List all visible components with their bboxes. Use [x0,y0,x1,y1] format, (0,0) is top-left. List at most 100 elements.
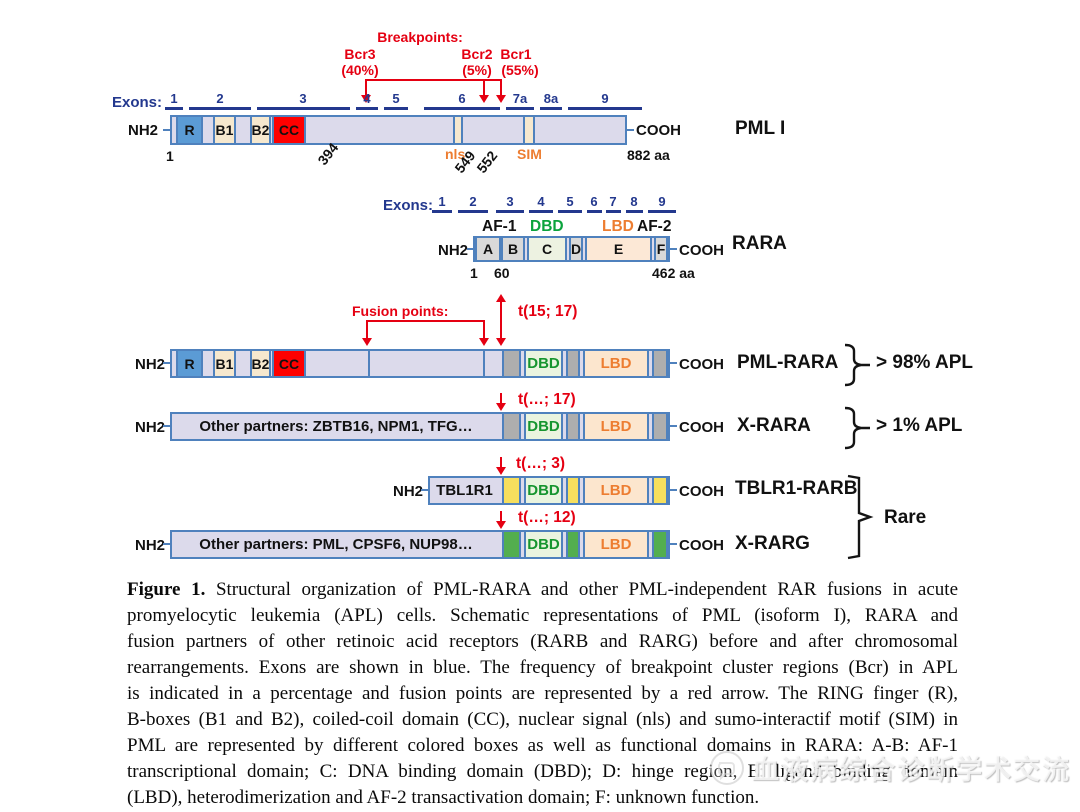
bcr2-label: Bcr2 [461,46,493,62]
bcr1-label: Bcr1 [500,46,532,62]
xrara-name: X-RARA [737,415,811,436]
connector-box [652,476,668,505]
rara-pos-462: 462 aa [652,265,695,281]
pml-nls-label: nls [445,146,466,162]
pml1-title: PML I [735,118,786,139]
bcr3-freq: (40%) [341,62,379,78]
pml-pos-882: 882 aa [627,147,670,163]
caption-figure-label: Figure 1. [127,579,206,600]
rara-box-a: A [475,236,501,262]
pml-exon-4: 4 [363,91,371,106]
xrara-arrow-icon [496,403,506,411]
fusion-points-label: Fusion points: [352,303,449,319]
pml-exon-7a: 7a [512,91,528,106]
connector-dash [421,489,428,491]
xrara-dbd-domain: DBD [524,412,563,441]
rara-box-f: F [654,236,668,262]
t1517-label: t(15; 17) [518,303,578,320]
t1517-arrow-down-icon [496,338,506,346]
fusion-arrow-right-line [483,320,485,339]
rara-exon-6: 6 [590,194,598,209]
pmlrara-protein-bar: R B1 B2 CC DBD LBD [170,349,670,378]
pml-exon-8a-segment [540,107,562,110]
xrarg-arrow-icon [496,521,506,529]
pml-exon-5-segment [384,107,408,110]
pmlrara-dbd-domain: DBD [524,349,563,378]
tblr1-protein-bar: TBL1R1 DBD LBD [428,476,670,505]
pml-exon-1: 1 [170,91,178,106]
rara-exon-2: 2 [469,194,477,209]
caption-line: promyelocytic leukemia (APL) cells. Sche… [127,605,958,626]
connector-box [502,412,521,441]
pml-nh2-label: NH2 [128,122,159,139]
xrara-arrow-line [500,393,502,404]
fusion-arrow-left-icon [362,338,372,346]
rara-exon-5-segment [558,210,582,213]
rare-label: Rare [884,507,927,528]
xrara-partners-text: Other partners: ZBTB16, NPM1, TFG… [199,418,473,435]
pml-pos-1: 1 [166,148,174,164]
tblr1-nh2-label: NH2 [393,483,424,500]
breakpoint-bracket-line [366,79,502,81]
xrarg-lbd-domain: LBD [583,530,649,559]
rara-box-e: E [585,236,652,262]
connector-box [652,530,668,559]
pml-exon-3-segment [257,107,350,110]
t1517-arrow-up-icon [496,294,506,302]
rara-pos-1: 1 [470,265,478,281]
xrara-lbd-domain: LBD [583,412,649,441]
rara-exon-1: 1 [438,194,446,209]
bcr3-label: Bcr3 [344,46,376,62]
bcr1-freq: (55%) [501,62,539,78]
connector-box [566,530,580,559]
tblr1-lbd-domain: LBD [583,476,649,505]
pmlrara-name: PML-RARA [737,352,839,373]
bcr3-arrow-icon [361,95,371,103]
pml-cooh-label: COOH [636,122,681,139]
connector-dash [163,129,170,131]
tblr1-partner-box: TBL1R1 [436,482,493,499]
fusion-bracket-line [366,320,485,322]
pml-exon-5: 5 [392,91,400,106]
pmlrara-nh2-label: NH2 [135,356,166,373]
rara-exon-7: 7 [609,194,617,209]
xrara-nh2-label: NH2 [135,419,166,436]
caption-line: PML are represented by different colored… [127,735,958,756]
pml-exon-2-segment [189,107,251,110]
connector-box [566,412,580,441]
caption-line: is indicated in a percentage and fusion … [127,683,958,704]
pml-exon-7a-segment [506,107,534,110]
rara-exons-label: Exons: [383,197,434,214]
connector-dash [163,362,170,364]
rara-cooh-label: COOH [679,242,724,259]
xrarg-dbd-domain: DBD [524,530,563,559]
pmlrara-b1-domain: B1 [213,349,236,378]
xrara-protein-bar: Other partners: ZBTB16, NPM1, TFG… DBD L… [170,412,670,441]
xrarg-t-label: t(…; 12) [518,509,576,526]
tblr1-dbd-domain: DBD [524,476,563,505]
pml-cc-domain: CC [272,115,306,145]
watermark-logo-icon [710,750,744,785]
connector-dash [670,489,677,491]
watermark: 血液病综合诊断学术交流 [708,748,1071,787]
caption-line: B-boxes (B1 and B2), coiled-coil domain … [127,709,958,730]
pmlrara-ring-domain: R [176,349,203,378]
caption-line: transcriptional domain; C: DNA binding d… [127,761,958,782]
connector-box [502,530,521,559]
connector-dash [670,425,677,427]
figure-caption: Figure 1. Structural organization of PML… [127,577,958,811]
pmlrara-b2-domain: B2 [250,349,271,378]
rara-lbd-label: LBD [602,218,634,235]
rara-exon-9: 9 [658,194,666,209]
pml-exon-6: 6 [458,91,466,106]
bcr1-arrow-icon [496,95,506,103]
fusion-arrow-left-line [366,320,368,339]
connector-box [652,349,668,378]
pml-b1-domain: B1 [213,115,236,145]
xrarg-partners-text: Other partners: PML, CPSF6, NUP98… [199,536,473,553]
pml-exon-2: 2 [216,91,224,106]
pmlrara-frequency: > 98% APL [876,352,973,373]
pmlrara-cooh-label: COOH [679,356,724,373]
pml-sim-label: SIM [517,146,542,162]
connector-box [652,412,668,441]
